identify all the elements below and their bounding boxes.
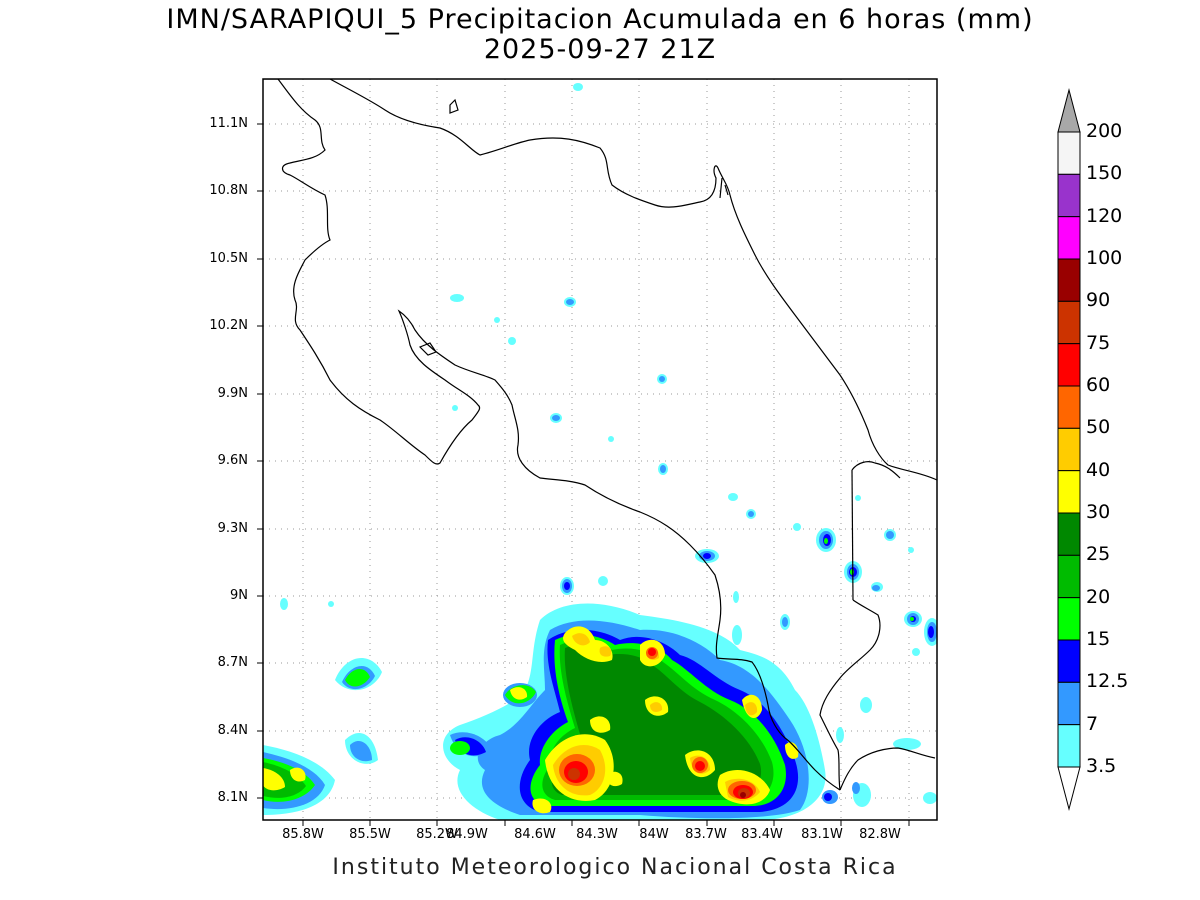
- colorbar-swatch: [1057, 173, 1081, 218]
- colorbar-label: 15: [1086, 628, 1111, 650]
- lat-label: 9.3N: [217, 521, 248, 536]
- colorbar-label: 20: [1086, 585, 1111, 608]
- colorbar-label: 30: [1086, 501, 1111, 523]
- colorbar-swatch: [1057, 385, 1081, 429]
- lon-label: 84.3W: [576, 827, 618, 842]
- colorbar-swatch: [1057, 554, 1081, 599]
- colorbar-under-arrow: [1057, 766, 1081, 811]
- colorbar-swatch: [1057, 258, 1081, 302]
- colorbar-swatch: [1057, 216, 1081, 260]
- lon-label: 83.4W: [741, 827, 783, 842]
- colorbar-label: 90: [1086, 289, 1111, 312]
- colorbar-label: 50: [1086, 416, 1111, 439]
- colorbar-label: 75: [1086, 331, 1111, 354]
- colorbar-swatch: [1057, 470, 1081, 514]
- colorbar-label: 120: [1086, 204, 1123, 227]
- colorbar-label: 3.5: [1086, 755, 1117, 777]
- colorbar-swatch: [1057, 639, 1081, 683]
- lon-label: 84.9W: [446, 827, 488, 842]
- colorbar-swatch: [1057, 597, 1081, 641]
- colorbar-label: 150: [1086, 162, 1123, 185]
- lon-label: 85.5W: [349, 827, 391, 842]
- lat-label: 9.9N: [217, 386, 248, 401]
- colorbar-over-arrow: [1057, 88, 1081, 133]
- map-frame: [262, 78, 938, 821]
- lat-label: 8.7N: [217, 655, 248, 670]
- colorbar-swatch: [1057, 681, 1081, 726]
- colorbar-label: 12.5: [1086, 670, 1129, 693]
- lon-label: 85.2W: [416, 827, 458, 842]
- colorbar-swatch: [1057, 343, 1081, 387]
- map-title: IMN/SARAPIQUI_5 Precipitacion Acumulada …: [166, 4, 1034, 35]
- colorbar-label: 100: [1086, 247, 1123, 269]
- credit-text: Instituto Meteorologico Nacional Costa R…: [332, 855, 898, 880]
- lat-label: 10.5N: [209, 251, 248, 266]
- map-datetime: 2025-09-27 21Z: [483, 34, 717, 65]
- colorbar-swatch: [1057, 131, 1081, 175]
- colorbar: [1057, 88, 1081, 811]
- lat-label: 10.2N: [209, 318, 248, 333]
- lon-label: 83.1W: [801, 827, 843, 842]
- colorbar-swatch: [1057, 300, 1081, 345]
- colorbar-label: 25: [1086, 543, 1111, 566]
- colorbar-label: 7: [1086, 712, 1099, 735]
- colorbar-label: 40: [1086, 458, 1111, 481]
- colorbar-swatch: [1057, 427, 1081, 472]
- colorbar-swatch: [1057, 724, 1081, 768]
- lon-label: 84.6W: [514, 827, 556, 842]
- precipitation-field: [263, 83, 937, 820]
- lat-label: 8.1N: [217, 790, 248, 805]
- colorbar-label: 60: [1086, 374, 1111, 396]
- coastline: [263, 79, 937, 791]
- lat-label: 11.1N: [209, 116, 248, 131]
- lat-label: 9N: [230, 588, 248, 603]
- lon-label: 83.7W: [685, 827, 727, 842]
- axis-ticks: [257, 123, 910, 826]
- lat-label: 8.4N: [217, 723, 248, 738]
- lon-label: 82.8W: [859, 827, 901, 842]
- colorbar-label: 200: [1086, 120, 1123, 142]
- colorbar-swatch: [1057, 512, 1081, 556]
- lon-label: 84W: [639, 827, 669, 842]
- lat-label: 9.6N: [217, 453, 248, 468]
- lon-label: 85.8W: [282, 827, 324, 842]
- lat-label: 10.8N: [209, 183, 248, 198]
